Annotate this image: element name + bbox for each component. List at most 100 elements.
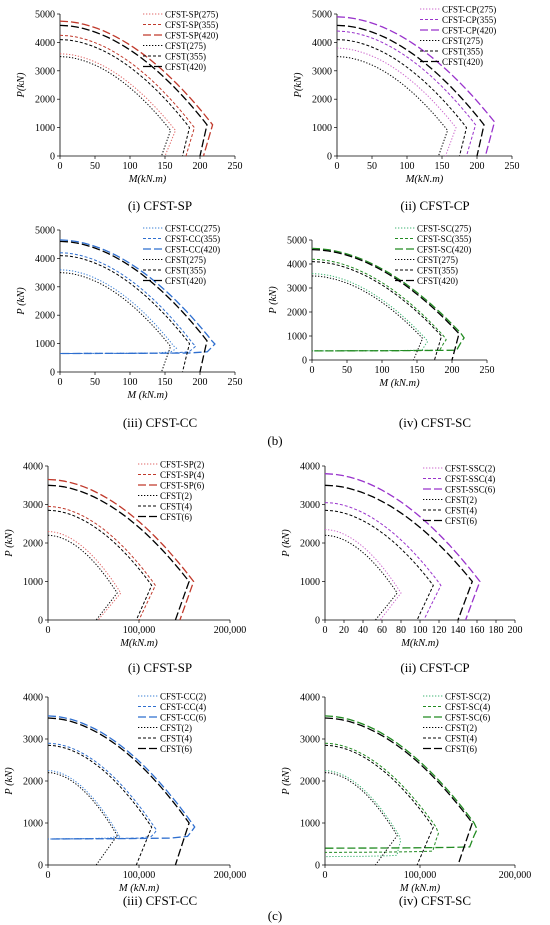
x-tick-label: 0 bbox=[310, 365, 315, 376]
x-tick-label: 250 bbox=[228, 377, 243, 388]
legend-label: CFST-SP(4) bbox=[160, 470, 204, 480]
series-line-2 bbox=[324, 473, 481, 621]
y-tick-label: 1000 bbox=[35, 123, 55, 134]
series-line-4 bbox=[311, 261, 443, 361]
legend-label: CFST-CC(4) bbox=[160, 702, 206, 712]
series-line-1 bbox=[311, 258, 447, 352]
legend-label: CFST(4) bbox=[445, 733, 477, 743]
legend-label: CFST(4) bbox=[160, 733, 192, 743]
series-line-5 bbox=[59, 240, 208, 373]
y-axis-label: P (kN) bbox=[4, 529, 15, 558]
x-tick-label: 50 bbox=[342, 365, 352, 376]
y-tick-label: 4000 bbox=[35, 254, 55, 265]
y-tick-label: 1000 bbox=[312, 123, 332, 134]
series-line-3 bbox=[59, 56, 172, 157]
x-tick-label: 200 bbox=[193, 377, 208, 388]
section-label-b: (b) bbox=[267, 433, 283, 448]
y-tick-label: 0 bbox=[315, 616, 320, 627]
legend-label: CFST-CC(2) bbox=[160, 691, 206, 701]
series-line-4 bbox=[47, 509, 153, 621]
series-line-1 bbox=[47, 505, 156, 621]
series-line-1 bbox=[336, 30, 477, 157]
legend-label: CFST-CP(275) bbox=[442, 4, 496, 14]
legend-label: CFST-SP(355) bbox=[165, 20, 218, 30]
series-line-5 bbox=[59, 24, 208, 157]
x-tick-label: 50 bbox=[367, 161, 377, 172]
legend-label: CFST(355) bbox=[442, 46, 483, 56]
series-line-0 bbox=[59, 269, 178, 354]
legend-label: CFST(6) bbox=[445, 744, 477, 754]
legend-label: CFST-CC(6) bbox=[160, 712, 206, 722]
y-tick-label: 1000 bbox=[23, 819, 43, 830]
x-tick-label: 40 bbox=[358, 625, 368, 636]
y-tick-label: 3000 bbox=[35, 282, 55, 293]
series-line-0 bbox=[311, 273, 429, 352]
caption-c-ii: (ii) CFST-CP bbox=[400, 660, 470, 675]
y-tick-label: 0 bbox=[38, 861, 43, 872]
legend-label: CFST-CP(420) bbox=[442, 25, 496, 35]
x-tick-label: 200 bbox=[470, 161, 485, 172]
series-line-1 bbox=[324, 502, 442, 621]
legend-label: CFST(6) bbox=[160, 744, 192, 754]
series-line-3 bbox=[47, 772, 118, 866]
y-tick-label: 2000 bbox=[23, 539, 43, 550]
x-tick-label: 80 bbox=[396, 625, 406, 636]
legend-label: CFST(2) bbox=[445, 495, 477, 505]
legend-label: CFST(420) bbox=[417, 276, 458, 286]
x-tick-label: 200,000 bbox=[214, 625, 247, 636]
caption-b-ii: (ii) CFST-CP bbox=[400, 198, 470, 213]
series-line-2 bbox=[59, 239, 216, 355]
legend-label: CFST-SC(4) bbox=[445, 702, 490, 712]
series-line-1 bbox=[59, 252, 197, 354]
y-tick-label: 1000 bbox=[300, 819, 320, 830]
series-line-3 bbox=[47, 534, 118, 621]
legend-label: CFST(355) bbox=[417, 265, 458, 275]
y-tick-label: 4000 bbox=[312, 38, 332, 49]
y-tick-label: 2000 bbox=[287, 308, 307, 319]
caption-b-iii: (iii) CFST-CC bbox=[122, 415, 198, 430]
x-tick-label: 100,000 bbox=[404, 870, 437, 881]
caption-c-iv: (iv) CFST-SC bbox=[398, 893, 472, 908]
series-line-1 bbox=[47, 742, 158, 840]
y-tick-label: 3000 bbox=[300, 500, 320, 511]
x-tick-label: 100 bbox=[375, 365, 390, 376]
legend-label: CFST-SSC(4) bbox=[445, 474, 495, 484]
legend-label: CFST(275) bbox=[165, 255, 206, 265]
chart-c4: 0 100,000 200,000 0 1000 2000 3000 4000 M (kN.m)… bbox=[281, 691, 531, 894]
y-axis-label: P(kN) bbox=[16, 72, 27, 99]
y-tick-label: 4000 bbox=[300, 693, 320, 704]
y-axis-label: P (kN) bbox=[281, 767, 292, 796]
series-line-1 bbox=[324, 742, 439, 853]
series-line-5 bbox=[47, 717, 190, 866]
series-line-2 bbox=[324, 715, 478, 849]
y-tick-label: 5000 bbox=[312, 10, 332, 21]
legend-label: CFST-SP(420) bbox=[165, 30, 218, 40]
x-axis-label: M(kN.m) bbox=[119, 638, 158, 649]
series-line-2 bbox=[47, 478, 195, 621]
series-line-0 bbox=[336, 47, 457, 157]
y-tick-label: 1000 bbox=[300, 577, 320, 588]
x-axis-label: M (kN.m) bbox=[399, 883, 441, 894]
legend-label: CFST(2) bbox=[160, 491, 192, 501]
section-label-c: (c) bbox=[267, 908, 283, 923]
y-tick-label: 2000 bbox=[35, 95, 55, 106]
series-line-5 bbox=[324, 717, 474, 866]
legend-label: CFST(275) bbox=[417, 255, 458, 265]
y-tick-label: 4000 bbox=[23, 462, 43, 473]
y-tick-label: 2000 bbox=[35, 311, 55, 322]
series-line-5 bbox=[47, 484, 190, 621]
x-tick-label: 140 bbox=[451, 625, 466, 636]
y-tick-label: 4000 bbox=[287, 260, 307, 271]
x-tick-label: 20 bbox=[339, 625, 349, 636]
y-tick-label: 0 bbox=[50, 368, 55, 379]
y-axis-label: P(kN) bbox=[293, 72, 304, 99]
series-line-0 bbox=[59, 53, 177, 157]
x-tick-label: 50 bbox=[90, 161, 100, 172]
x-tick-label: 100 bbox=[400, 161, 415, 172]
series-line-3 bbox=[324, 534, 398, 621]
series-line-3 bbox=[336, 56, 449, 157]
series-line-2 bbox=[336, 16, 496, 157]
series-line-0 bbox=[324, 529, 402, 621]
legend-label: CFST(355) bbox=[165, 265, 206, 275]
y-tick-label: 2000 bbox=[23, 777, 43, 788]
